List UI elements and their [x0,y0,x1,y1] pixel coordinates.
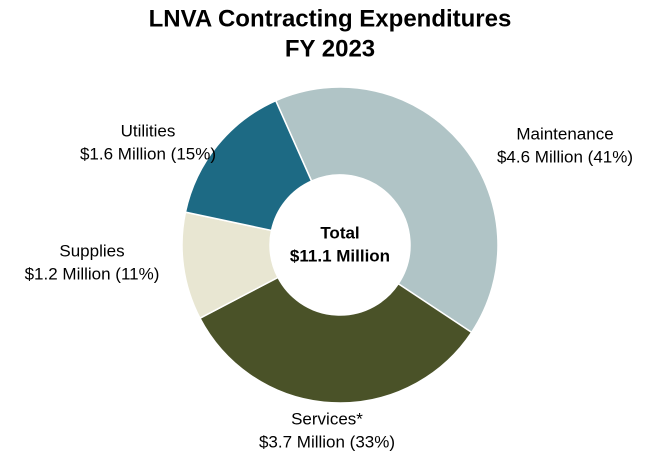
segment-label: Utilities [121,121,176,140]
segment-value-label: $3.7 Million (33%) [259,432,395,451]
donut-segment [274,86,499,334]
segment-value-label: $1.2 Million (11%) [25,264,160,283]
center-label: $11.1 Million [290,246,390,265]
center-label: Total [320,223,359,242]
chart-title: LNVA Contracting Expenditures [149,5,512,32]
segment-value-label: $1.6 Million (15%) [80,144,216,163]
segment-label: Supplies [59,241,124,260]
segment-label: Services* [291,409,363,428]
segment-value-label: $4.6 Million (41%) [497,147,633,166]
chart-subtitle: FY 2023 [285,35,375,62]
donut-segment [198,276,473,404]
segment-label: Maintenance [516,124,613,143]
donut-segment [184,99,313,232]
